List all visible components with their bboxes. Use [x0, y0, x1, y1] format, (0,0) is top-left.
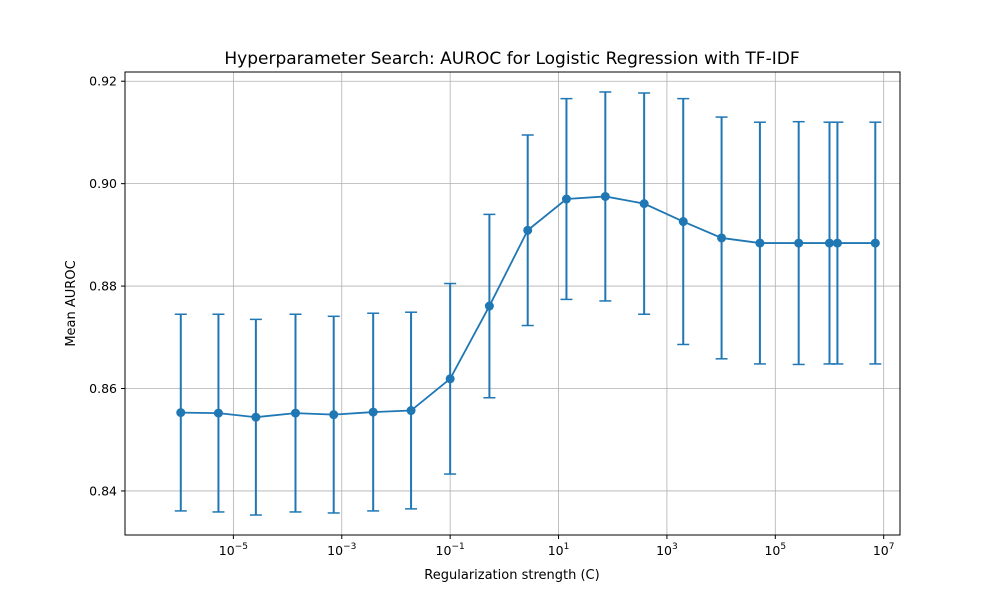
x-tick-label-exponent: 5: [780, 542, 786, 552]
y-tick-label: 0.88: [89, 279, 117, 294]
y-axis-label: Mean AUROC: [64, 260, 79, 346]
x-tick-label-exponent: −5: [235, 542, 248, 552]
x-tick-label-exponent: 1: [564, 542, 570, 552]
series-line: [180, 195, 876, 419]
x-tick-label-exponent: 7: [889, 542, 895, 552]
x-axis-label: Regularization strength (C): [424, 568, 599, 583]
data-point: [406, 406, 416, 416]
x-tick-label-base: 10: [764, 543, 780, 558]
data-point: [445, 374, 455, 384]
data-point: [176, 408, 186, 418]
data-point: [832, 238, 842, 248]
data-point: [824, 238, 834, 248]
x-tick-label: 10−5: [219, 542, 248, 558]
data-point: [368, 407, 378, 417]
data-point: [717, 233, 727, 243]
chart-title: Hyperparameter Search: AUROC for Logisti…: [224, 49, 799, 69]
series-group: [176, 191, 880, 422]
data-point: [678, 217, 688, 227]
y-tick-label: 0.84: [89, 483, 117, 498]
x-tick-label: 10−1: [436, 542, 465, 558]
x-tick-label-base: 10: [327, 543, 343, 558]
x-tick-label: 101: [548, 542, 570, 558]
y-tick-label: 0.86: [89, 381, 117, 396]
grid: [125, 72, 900, 535]
x-tick-label-base: 10: [548, 543, 564, 558]
x-axis: 10−5 10−3 10−1 101 103 105 107: [219, 535, 895, 558]
x-tick-label-exponent: −1: [451, 542, 464, 552]
data-point: [290, 408, 300, 418]
x-tick-label: 103: [656, 542, 678, 558]
data-point: [523, 225, 533, 235]
data-point: [600, 191, 610, 201]
data-point: [213, 408, 223, 418]
x-tick-label-base: 10: [219, 543, 235, 558]
data-point: [794, 238, 804, 248]
x-tick-label-base: 10: [436, 543, 452, 558]
data-point: [251, 412, 261, 422]
x-tick-label: 107: [873, 542, 895, 558]
x-tick-label-exponent: 3: [672, 542, 678, 552]
y-tick-label: 0.90: [89, 176, 117, 191]
data-point: [329, 410, 339, 420]
x-tick-label-base: 10: [873, 543, 889, 558]
data-point: [755, 238, 765, 248]
x-tick-label-base: 10: [656, 543, 672, 558]
y-axis: 0.84 0.86 0.88 0.90 0.92: [89, 74, 125, 498]
x-tick-label-exponent: −3: [343, 542, 356, 552]
data-point: [561, 194, 571, 204]
y-tick-label: 0.92: [89, 74, 117, 89]
data-point: [870, 238, 880, 248]
x-tick-label: 10−3: [327, 542, 356, 558]
data-point: [639, 199, 649, 209]
x-tick-label: 105: [764, 542, 786, 558]
data-point: [484, 301, 494, 311]
plot-frame: [124, 71, 901, 536]
